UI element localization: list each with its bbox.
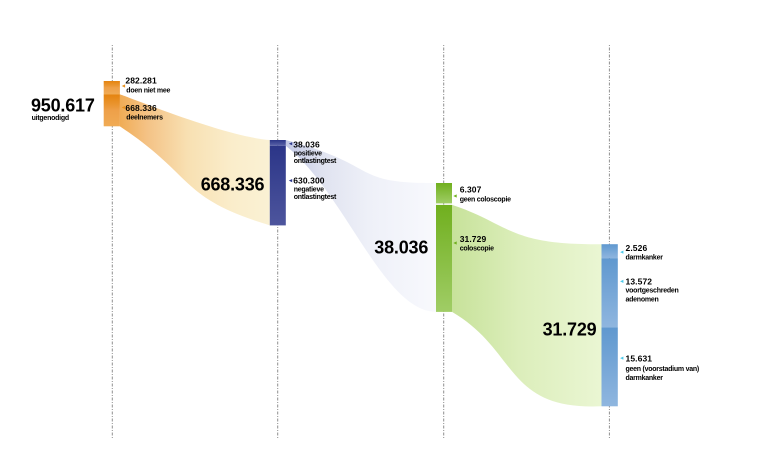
svg-text:31.729: 31.729: [543, 319, 597, 339]
svg-text:13.572: 13.572: [626, 276, 653, 286]
svg-text:38.036: 38.036: [374, 238, 428, 258]
svg-text:ontlastingtest: ontlastingtest: [294, 158, 337, 165]
svg-text:15.631: 15.631: [626, 354, 653, 364]
svg-text:geen coloscopie: geen coloscopie: [460, 196, 511, 203]
svg-text:geen (voorstadium van): geen (voorstadium van): [626, 366, 699, 373]
svg-text:positieve: positieve: [294, 151, 322, 158]
svg-text:630.300: 630.300: [293, 175, 325, 185]
svg-text:coloscopie: coloscopie: [460, 246, 494, 253]
svg-text:ontlastingtest: ontlastingtest: [294, 194, 337, 201]
svg-text:darmkanker: darmkanker: [626, 375, 664, 382]
svg-text:darmkanker: darmkanker: [626, 254, 664, 261]
svg-text:uitgenodigd: uitgenodigd: [32, 115, 69, 122]
svg-text:950.617: 950.617: [31, 95, 95, 115]
svg-text:6.307: 6.307: [460, 185, 482, 195]
svg-text:deelnemers: deelnemers: [126, 114, 163, 121]
svg-text:668.336: 668.336: [125, 103, 157, 113]
svg-text:668.336: 668.336: [201, 175, 265, 195]
svg-text:negatieve: negatieve: [294, 187, 324, 194]
svg-text:adenomen: adenomen: [626, 297, 659, 304]
svg-text:2.526: 2.526: [626, 243, 648, 253]
svg-text:doen niet mee: doen niet mee: [126, 88, 170, 95]
svg-text:31.729: 31.729: [460, 234, 487, 244]
svg-text:38.036: 38.036: [293, 139, 320, 149]
svg-text:282.281: 282.281: [125, 76, 157, 86]
svg-text:voortgeschreden: voortgeschreden: [626, 288, 679, 295]
